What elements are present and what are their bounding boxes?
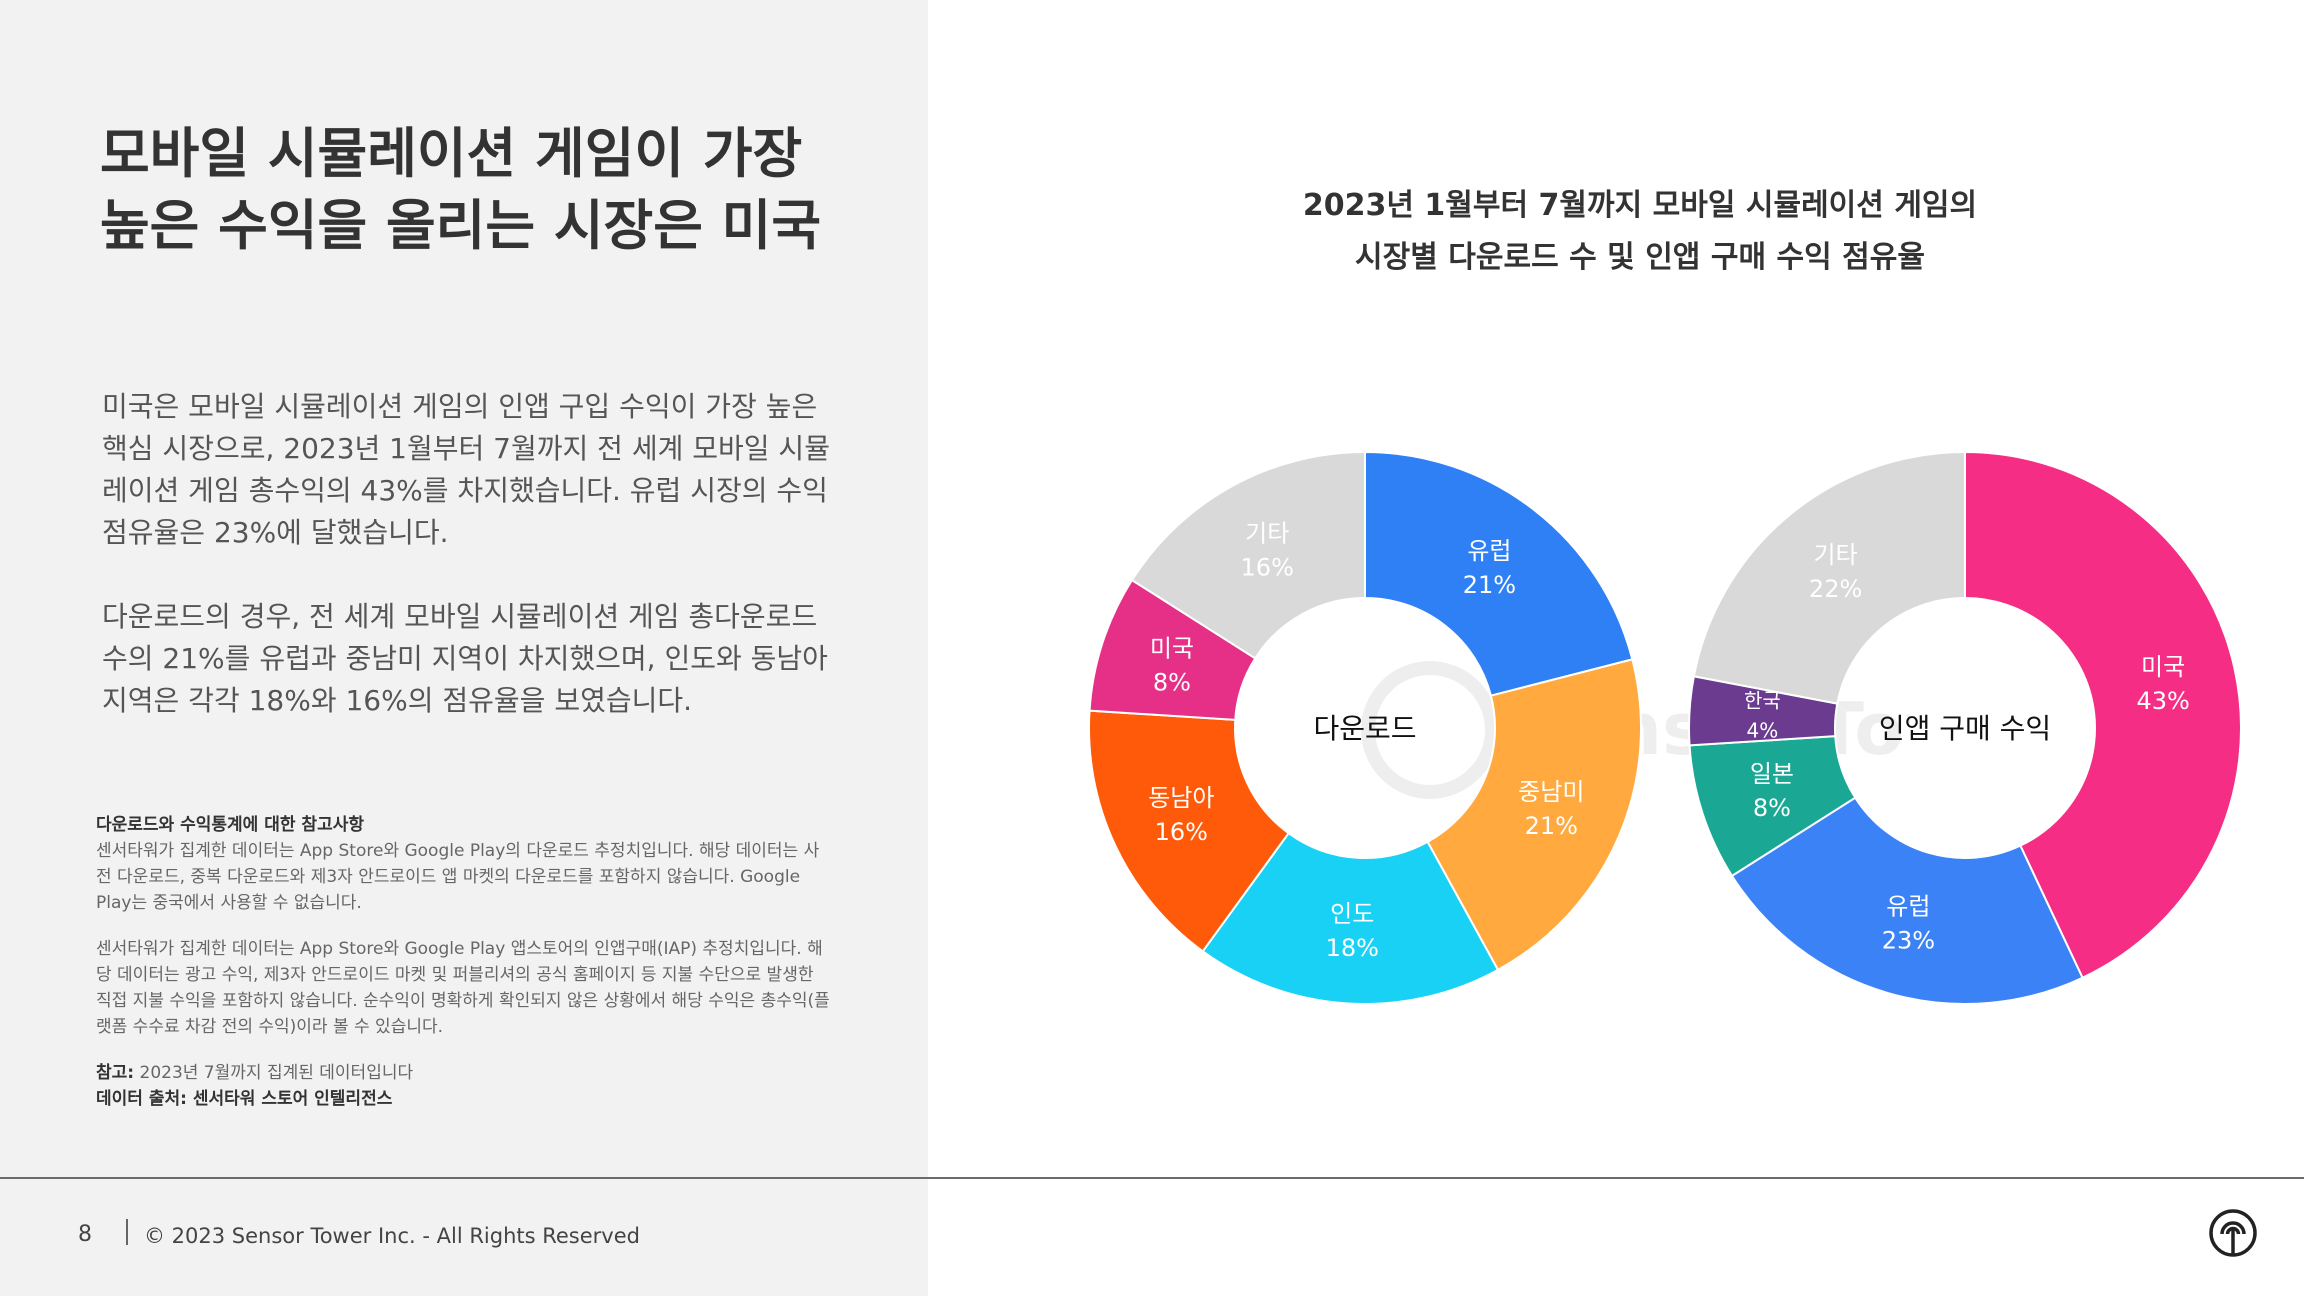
slice-label: 일본 [1750,760,1794,788]
notes-downloads-line: 센서타워가 집계한 데이터는 App Store와 Google Play의 다… [96,841,820,861]
donut-slice [1130,450,1366,660]
body-paragraph-1-line: 점유율은 23%에 달했습니다. [102,516,449,549]
slice-value-label: 22% [1809,575,1862,603]
body-paragraph-1-line: 미국은 모바일 시뮬레이션 게임의 인앱 구입 수익이 가장 높은 [102,390,818,423]
chart-title-line-2: 시장별 다운로드 수 및 인앱 구매 수익 점유율 [1355,240,1925,275]
notes-downloads-line: Play는 중국에서 사용할 수 없습니다. [96,893,362,913]
donut-slice [1730,796,2084,1005]
copyright-text: © 2023 Sensor Tower Inc. - All Rights Re… [144,1224,640,1248]
slice-label: 기타 [1245,520,1289,548]
donut-slice [1692,450,1966,705]
slice-label: 미국 [1150,635,1194,663]
page-headline: 모바일 시뮬레이션 게임이 가장 높은 수익을 올리는 시장은 미국 [100,118,880,262]
slice-value-label: 16% [1241,554,1294,582]
body-paragraph-2-line: 다운로드의 경우, 전 세계 모바일 시뮬레이션 게임 총다운로드 [102,600,818,633]
watermark-logo-icon [1361,661,1499,799]
left-panel [0,0,928,1296]
slice-value-label: 18% [1326,934,1379,962]
sensor-tower-logo-icon [2209,1209,2257,1257]
slice-label: 유럽 [1886,892,1930,920]
notes-source-label: 데이터 출처: [96,1089,187,1109]
slice-value-label: 16% [1155,818,1208,846]
notes-reference: 참고: 2023년 7월까지 집계된 데이터입니다 [96,1060,846,1086]
notes-revenue-line: 당 데이터는 광고 수익, 제3자 안드로이드 마켓 및 퍼블리셔의 공식 홈페… [96,965,814,985]
notes-downloads-paragraph: 센서타워가 집계한 데이터는 App Store와 Google Play의 다… [96,838,846,916]
footer-divider [0,1177,2304,1179]
body-paragraph-1-line: 핵심 시장으로, 2023년 1월부터 7월까지 전 세계 모바일 시뮬 [102,432,830,465]
notes-source-text: 센서타워 스토어 인텔리전스 [186,1089,393,1109]
page-number: 8 [78,1222,92,1247]
chart-title-line-1: 2023년 1월부터 7월까지 모바일 시뮬레이션 게임의 [1302,188,1978,223]
slice-value-label: 21% [1463,571,1516,599]
slice-value-label: 8% [1753,794,1791,822]
slice-label: 인도 [1330,900,1374,928]
notes-revenue-line: 직접 지불 수익을 포함하지 않습니다. 순수익이 명확하게 확인되지 않은 상… [96,991,830,1011]
notes-reference-text: 2023년 7월까지 집계된 데이터입니다 [134,1063,414,1083]
donut-chart-1: 유럽 21% 중남미 21% 인도 18% 동남아 16% 미국 8% 기타 16% 다운로드 [1088,450,1642,1005]
notes-source: 데이터 출처: 센서타워 스토어 인텔리전스 [96,1086,846,1112]
donut-slice [1201,831,1500,1005]
body-paragraph-2-line: 지역은 각각 18%와 16%의 점유율을 보였습니다. [102,684,693,717]
headline-line-2: 높은 수익을 올리는 시장은 미국 [100,194,822,257]
slice-label: 유럽 [1467,537,1511,565]
slice-value-label: 21% [1525,812,1578,840]
headline-line-1: 모바일 시뮬레이션 게임이 가장 [100,122,803,185]
notes-reference-label: 참고: [96,1063,135,1083]
slice-label: 미국 [2141,653,2185,681]
body-paragraph-2-line: 수의 21%를 유럽과 중남미 지역이 차지했으며, 인도와 동남아 [102,642,828,675]
notes-revenue-line: 랫폼 수수료 차감 전의 수익)이라 볼 수 있습니다. [96,1017,444,1037]
footer-separator [126,1219,128,1245]
slice-label: 동남아 [1148,784,1214,812]
slice-value-label: 23% [1882,926,1935,954]
body-paragraph-1-line: 레이션 게임 총수익의 43%를 차지했습니다. 유럽 시장의 수익 [102,474,828,507]
notes-revenue-paragraph: 센서타워가 집계한 데이터는 App Store와 Google Play 앱스… [96,936,846,1040]
donut-slice [1426,658,1642,972]
donut-slice [1088,709,1290,953]
notes-heading: 다운로드와 수익통계에 대한 참고사항 [96,815,364,835]
slice-label: 중남미 [1518,778,1584,806]
notes-downloads-line: 전 다운로드, 중복 다운로드와 제3자 안드로이드 앱 마켓의 다운로드를 포… [96,867,801,887]
data-notes: 다운로드와 수익통계에 대한 참고사항 센서타워가 집계한 데이터는 App S… [96,812,846,1112]
donut-slice [1964,450,2242,980]
donut-slice [1364,450,1634,697]
slice-value-label: 4% [1747,718,1779,742]
slice-value-label: 43% [2136,687,2189,715]
notes-revenue-line: 센서타워가 집계한 데이터는 App Store와 Google Play 앱스… [96,939,823,959]
slice-label: 기타 [1814,541,1858,569]
donut-center-label: 인앱 구매 수익 [1879,712,2051,745]
slice-value-label: 8% [1153,669,1191,697]
donut-center-label: 다운로드 [1313,712,1416,745]
